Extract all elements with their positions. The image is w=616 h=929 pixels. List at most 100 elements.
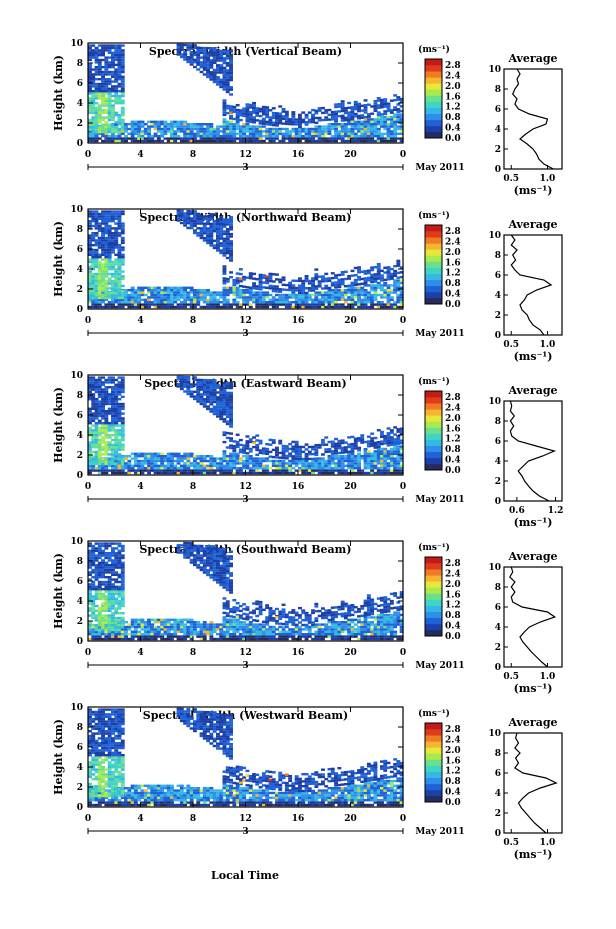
heatmap-cell [261,452,266,455]
heatmap-cell [101,607,105,610]
heatmap-cell [209,213,214,216]
colorbar-swatch [425,267,442,274]
heatmap-cell [101,85,105,88]
heatmap-cell [219,137,224,140]
heatmap-cell [104,390,109,394]
heatmap-cell [321,280,325,283]
heatmap-cell [94,66,99,69]
heatmap-cell [88,215,92,218]
heatmap-cell [111,455,115,458]
heatmap-cell [120,270,125,273]
heatmap-cell [88,469,92,472]
y-tick-label: 4 [77,431,83,441]
y-tick-label: 8 [77,225,83,235]
heatmap-cell [373,266,378,269]
heatmap-cell [298,459,302,463]
heatmap-cell [258,288,263,291]
heatmap-cell [232,137,237,140]
heatmap-cell [275,285,279,288]
heatmap-cell [311,464,315,467]
heatmap-cell [340,100,345,103]
heatmap-cell [350,469,355,472]
heatmap-cell [258,451,263,455]
heatmap-cell [219,237,224,240]
heatmap-cell [222,384,227,387]
heatmap-cell [353,457,358,460]
heatmap-cell [386,139,391,143]
heatmap-cell [288,135,293,138]
heatmap-cell [107,583,112,586]
heatmap-cell [268,137,273,140]
heatmap-cell [120,388,125,391]
heatmap-cell [97,282,102,285]
heatmap-cell [304,459,309,463]
heatmap-cell [209,130,214,133]
heatmap-cell [160,132,165,135]
heatmap-cell [147,120,151,123]
heatmap-cell [88,275,92,278]
heatmap-cell [389,305,394,309]
heatmap-cell [150,301,155,304]
heatmap-cell [314,467,319,470]
heatmap-cell [232,289,237,292]
heatmap-cell [314,291,319,294]
heatmap-cell [170,296,174,299]
heatmap-cell [321,443,325,447]
heatmap-cell [111,246,115,249]
heatmap-cell [143,286,148,289]
heatmap-cell [314,130,319,133]
heatmap-cell [343,107,348,110]
heatmap-cell [140,464,145,467]
heatmap-cell [202,390,207,394]
heatmap-cell [186,467,191,470]
heatmap-cell [104,123,109,126]
heatmap-cell [255,285,260,288]
heatmap-cell [252,104,256,107]
heatmap-cell [380,459,384,463]
heatmap-cell [229,86,233,89]
heatmap-cell [186,56,191,59]
heatmap-cell [212,225,217,228]
heatmap-cell [278,296,283,299]
heatmap-cell [225,420,230,423]
heatmap-cell [94,73,99,76]
heatmap-cell [311,279,315,283]
heatmap-cell [206,241,210,245]
heatmap-cell [107,46,112,50]
heatmap-cell [101,294,105,297]
heatmap-cell [117,390,122,394]
heatmap-cell [393,443,398,446]
heatmap-cell [114,412,119,415]
heatmap-cell [156,457,161,460]
heatmap-cell [363,452,368,455]
heatmap-cell [114,386,119,389]
heatmap-cell [94,78,99,81]
heatmap-cell [380,462,384,465]
heatmap-cell [242,303,247,306]
heatmap-cell [117,448,122,451]
heatmap-cell [114,633,119,636]
heatmap-cell [383,459,388,463]
heatmap-cell [94,386,99,389]
heatmap-cell [104,137,109,140]
heatmap-cell [120,58,125,62]
heatmap-cell [170,462,174,465]
heatmap-cell [206,222,210,225]
heatmap-cell [271,471,276,475]
heatmap-cell [97,116,102,119]
heatmap-cell [307,467,312,470]
heatmap-cell [340,117,345,120]
heatmap-cell [235,459,240,463]
heatmap-cell [193,132,197,135]
heatmap-cell [196,56,201,59]
heatmap-cell [386,293,391,297]
heatmap-cell [176,452,181,455]
heatmap-cell [321,293,325,297]
heatmap-cell [347,291,352,294]
heatmap-cell [170,464,174,467]
colorbar-unit: (ms⁻¹) [418,376,450,387]
heatmap-cell [327,450,332,453]
avg-y-tick-label: 0 [495,165,501,175]
heatmap-cell [311,289,315,292]
heatmap-cell [97,597,102,600]
